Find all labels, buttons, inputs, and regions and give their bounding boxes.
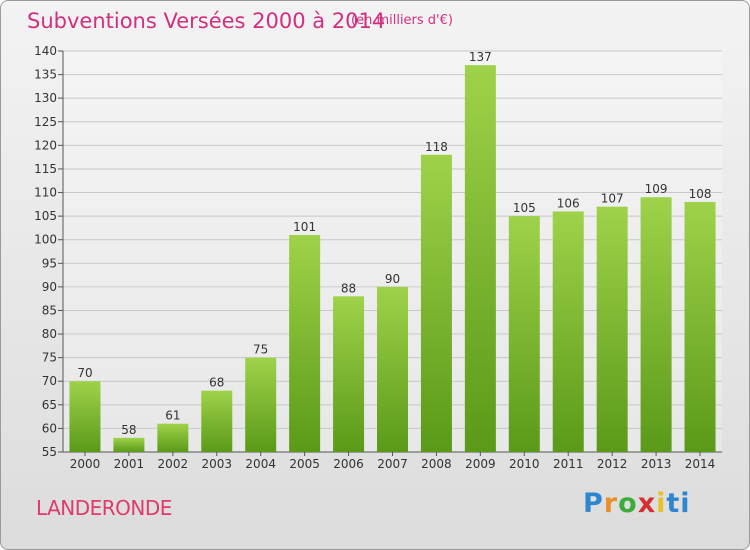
bar-value-label: 70 xyxy=(77,366,92,380)
bar xyxy=(377,286,408,452)
bar-value-label: 109 xyxy=(645,182,668,196)
bar xyxy=(596,206,628,452)
bar xyxy=(333,296,365,452)
y-tick-label: 115 xyxy=(34,162,57,176)
bar-value-label: 108 xyxy=(689,187,712,201)
x-tick-label: 2013 xyxy=(641,457,672,471)
y-tick-label: 90 xyxy=(42,280,57,294)
y-tick-label: 60 xyxy=(42,421,57,435)
y-tick-label: 130 xyxy=(34,91,57,105)
bar-value-label: 58 xyxy=(121,423,136,437)
bar-value-label: 137 xyxy=(469,50,492,64)
y-tick-label: 120 xyxy=(34,138,57,152)
bar xyxy=(113,437,145,452)
x-tick-label: 2003 xyxy=(201,457,232,471)
x-tick-label: 2002 xyxy=(158,457,189,471)
x-tick-label: 2007 xyxy=(377,457,408,471)
bar xyxy=(201,390,233,452)
bar-value-label: 88 xyxy=(341,281,356,295)
y-tick-label: 65 xyxy=(42,398,57,412)
x-tick-label: 2000 xyxy=(70,457,101,471)
y-tick-label: 75 xyxy=(42,351,57,365)
bar-value-label: 105 xyxy=(513,201,536,215)
y-tick-label: 105 xyxy=(34,209,57,223)
x-tick-label: 2009 xyxy=(465,457,496,471)
x-tick-label: 2008 xyxy=(421,457,452,471)
y-tick-label: 85 xyxy=(42,303,57,317)
bar xyxy=(508,216,540,452)
chart-title: Subventions Versées 2000 à 2014 xyxy=(27,9,386,33)
bar-value-label: 61 xyxy=(165,409,180,423)
x-tick-label: 2006 xyxy=(333,457,364,471)
logo-letter: r xyxy=(603,488,619,519)
x-tick-label: 2004 xyxy=(245,457,276,471)
commune-name: LANDERONDE xyxy=(36,496,172,520)
logo-letter: P xyxy=(583,488,604,519)
x-tick-label: 2011 xyxy=(553,457,584,471)
y-tick-label: 100 xyxy=(34,233,57,247)
logo-letter: i xyxy=(656,488,667,519)
chart-subtitle: (en milliers d'€) xyxy=(351,13,453,28)
bar xyxy=(157,423,189,452)
proxiti-logo: Proxiti xyxy=(583,488,691,519)
bar-value-label: 75 xyxy=(253,343,268,357)
logo-letter: o xyxy=(618,488,638,519)
bar xyxy=(464,65,496,452)
x-tick-label: 2010 xyxy=(509,457,540,471)
y-tick-label: 55 xyxy=(42,445,57,459)
bar xyxy=(684,201,716,452)
logo-letter: t xyxy=(666,488,681,519)
bar-value-label: 90 xyxy=(385,272,400,286)
y-tick-label: 125 xyxy=(34,115,57,129)
bar-value-label: 106 xyxy=(557,196,580,210)
logo-letter: i xyxy=(680,488,691,519)
x-tick-label: 2014 xyxy=(685,457,716,471)
y-tick-label: 70 xyxy=(42,374,57,388)
logo-letter: x xyxy=(637,488,657,519)
bar-value-label: 118 xyxy=(425,140,448,154)
x-tick-label: 2001 xyxy=(114,457,145,471)
bar xyxy=(69,381,101,452)
bar-value-label: 101 xyxy=(293,220,316,234)
bar-value-label: 107 xyxy=(601,192,624,206)
bar-value-label: 68 xyxy=(209,376,224,390)
x-tick-label: 2005 xyxy=(289,457,320,471)
x-tick-label: 2012 xyxy=(597,457,628,471)
bar xyxy=(245,357,277,452)
y-tick-label: 135 xyxy=(34,68,57,82)
bar xyxy=(640,197,672,452)
y-tick-label: 110 xyxy=(34,186,57,200)
bar xyxy=(289,234,321,452)
y-tick-label: 140 xyxy=(34,44,57,58)
bar xyxy=(420,154,452,452)
y-tick-label: 80 xyxy=(42,327,57,341)
y-tick-label: 95 xyxy=(42,256,57,270)
bar xyxy=(552,211,584,452)
